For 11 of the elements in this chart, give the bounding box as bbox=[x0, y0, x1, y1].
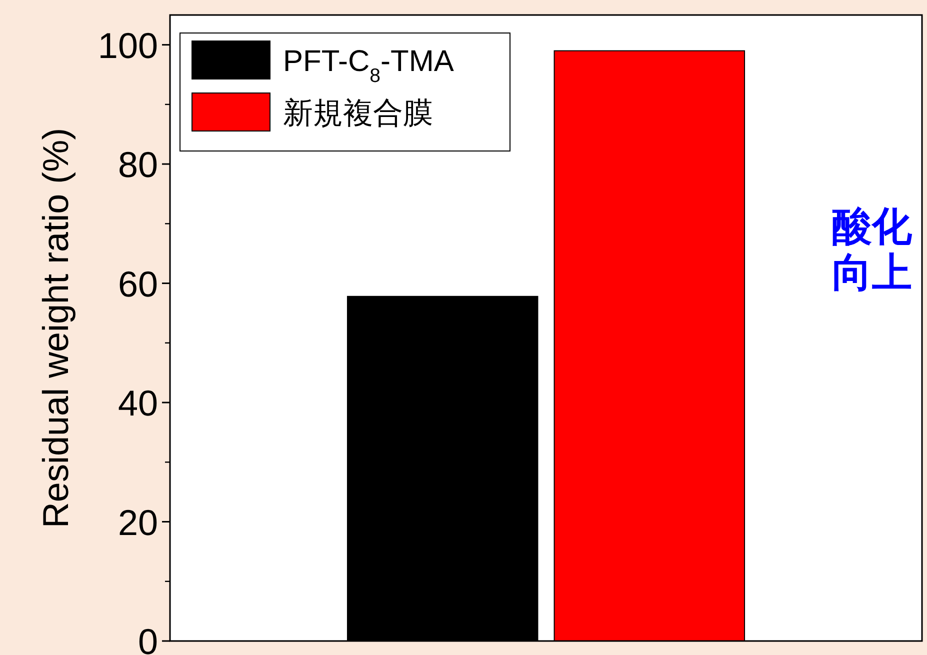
legend-label: PFT-C$_{8}$-TMA bbox=[283, 45, 454, 87]
y-axis-title: Residual weight ratio (%) bbox=[35, 128, 76, 528]
y-tick-label: 80 bbox=[118, 144, 158, 186]
legend-label: 新規複合膜 bbox=[283, 97, 433, 130]
y-tick-label: 0 bbox=[138, 621, 158, 655]
annotation: 酸化 bbox=[832, 205, 913, 249]
annotation: 向上 bbox=[832, 251, 912, 295]
y-tick-label: 40 bbox=[118, 382, 158, 424]
y-tick-label: 20 bbox=[118, 502, 158, 543]
y-tick-label: 60 bbox=[118, 263, 158, 304]
y-tick-label: 100 bbox=[98, 24, 158, 66]
